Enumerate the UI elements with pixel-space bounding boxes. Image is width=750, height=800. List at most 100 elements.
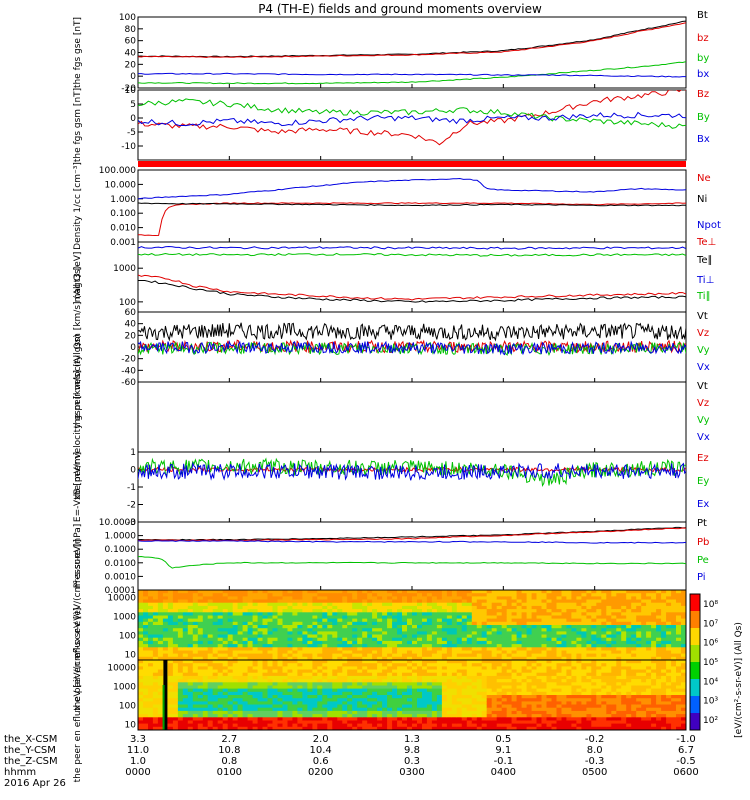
heatmap-cell <box>197 602 204 607</box>
heatmap-cell <box>601 625 607 629</box>
heatmap-cell <box>332 618 338 623</box>
heatmap-cell <box>576 637 582 642</box>
heatmap-cell <box>616 631 622 636</box>
heatmap-cell <box>576 631 582 636</box>
heatmap-cell <box>611 663 617 667</box>
heatmap-cell <box>207 612 214 616</box>
heatmap-cell <box>641 628 647 632</box>
heatmap-cell <box>596 593 602 597</box>
heatmap-cell <box>446 707 453 712</box>
heatmap-cell <box>143 695 149 699</box>
heatmap-cell <box>267 726 273 730</box>
heatmap-cell <box>347 640 353 645</box>
heatmap-cell <box>372 625 378 629</box>
heatmap-cell <box>541 615 547 620</box>
heatmap-cell <box>636 605 642 610</box>
heatmap-cell <box>402 631 408 636</box>
heatmap-cell <box>342 726 348 730</box>
heatmap-cell <box>187 612 194 616</box>
heatmap-cell <box>636 714 642 718</box>
heatmap-cell <box>476 637 483 642</box>
heatmap-cell <box>571 675 577 680</box>
heatmap-cell <box>586 726 592 730</box>
heatmap-cell <box>436 621 443 626</box>
legend-Bx: Bx <box>697 134 710 145</box>
heatmap-cell <box>436 660 443 664</box>
heatmap-cell <box>546 701 552 706</box>
heatmap-cell <box>491 602 498 607</box>
heatmap-cell <box>242 590 249 594</box>
heatmap-cell <box>422 596 428 601</box>
heatmap-cell <box>417 672 423 677</box>
heatmap-cell <box>352 717 358 721</box>
heatmap-cell <box>262 720 268 725</box>
heatmap-cell <box>456 682 463 686</box>
heatmap-cell <box>272 698 278 702</box>
heatmap-cell <box>337 644 343 648</box>
heatmap-cell <box>616 688 622 693</box>
heatmap-cell <box>227 593 234 597</box>
heatmap-cell <box>626 726 632 730</box>
heatmap-cell <box>601 605 607 610</box>
heatmap-cell <box>422 714 428 718</box>
heatmap-cell <box>357 682 363 686</box>
heatmap-cell <box>656 637 662 642</box>
heatmap-cell <box>456 691 463 696</box>
heatmap-cell <box>182 637 189 642</box>
heatmap-cell <box>232 717 239 721</box>
heatmap-cell <box>526 663 533 667</box>
heatmap-cell <box>566 628 572 632</box>
heatmap-cell <box>382 647 388 651</box>
heatmap-cell <box>496 599 503 604</box>
heatmap-cell <box>456 599 463 604</box>
heatmap-cell <box>521 612 528 616</box>
heatmap-cell <box>297 704 303 709</box>
heatmap-cell <box>551 650 557 655</box>
heatmap-cell <box>247 663 254 667</box>
heatmap-cell <box>536 599 542 604</box>
heatmap-cell <box>631 726 637 730</box>
heatmap-cell <box>581 625 587 629</box>
heatmap-cell <box>347 698 353 702</box>
heatmap-cell <box>556 618 562 623</box>
heatmap-cell <box>237 723 244 728</box>
heatmap-cell <box>621 599 627 604</box>
heatmap-cell <box>138 717 144 721</box>
heatmap-cell <box>422 612 428 616</box>
heatmap-cell <box>402 717 408 721</box>
heatmap-cell <box>272 666 278 671</box>
heatmap-cell <box>571 653 577 658</box>
heatmap-cell <box>501 593 508 597</box>
heatmap-cell <box>417 637 423 642</box>
heatmap-cell <box>466 612 473 616</box>
heatmap-cell <box>606 634 612 639</box>
heatmap-cell <box>302 685 308 690</box>
heatmap-cell <box>596 720 602 725</box>
heatmap-cell <box>422 685 428 690</box>
heatmap-cell <box>571 647 577 651</box>
heatmap-cell <box>292 660 298 664</box>
heatmap-cell <box>282 669 288 674</box>
heatmap-cell <box>651 640 657 645</box>
heatmap-cell <box>646 698 652 702</box>
heatmap-cell <box>431 663 438 667</box>
heatmap-cell <box>297 647 303 651</box>
heatmap-cell <box>402 625 408 629</box>
heatmap-cell <box>382 609 388 613</box>
heatmap-cell <box>417 714 423 718</box>
heatmap-cell <box>586 660 592 664</box>
heatmap-cell <box>641 640 647 645</box>
heatmap-cell <box>536 717 542 721</box>
heatmap-cell <box>412 640 418 645</box>
heatmap-cell <box>367 615 373 620</box>
heatmap-cell <box>417 679 423 683</box>
heatmap-cell <box>292 704 298 709</box>
heatmap-cell <box>431 609 438 613</box>
heatmap-cell <box>322 631 328 636</box>
heatmap-cell <box>177 599 184 604</box>
heatmap-cell <box>167 666 174 671</box>
heatmap-cell <box>431 618 438 623</box>
heatmap-cell <box>422 660 428 664</box>
heatmap-cell <box>337 656 343 660</box>
heatmap-cell <box>676 612 682 616</box>
